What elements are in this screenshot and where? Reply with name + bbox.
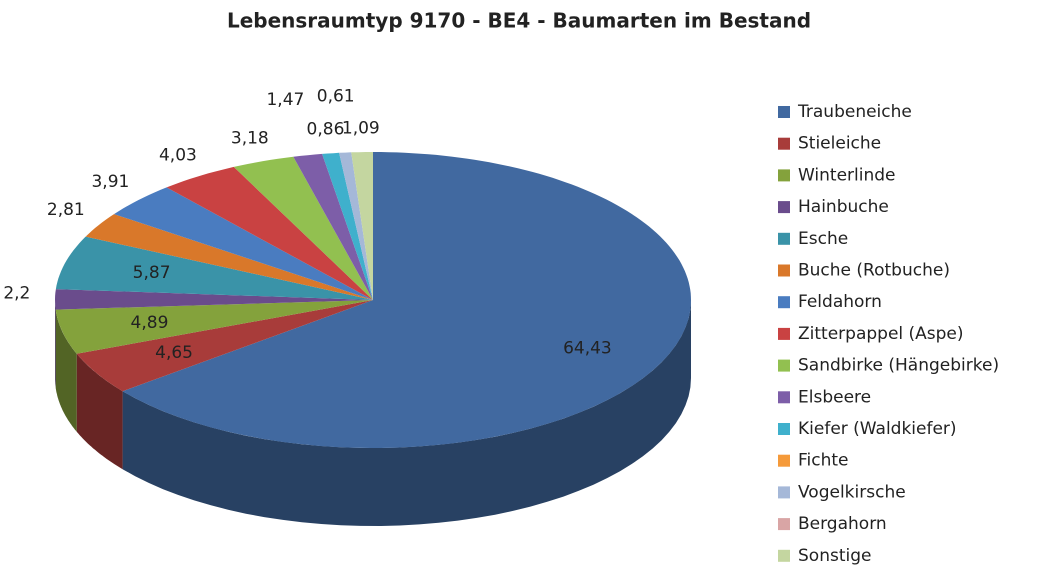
slice xyxy=(166,166,373,300)
legend-swatch xyxy=(778,137,790,150)
legend-swatch xyxy=(778,391,790,404)
legend-label: Esche xyxy=(798,229,848,249)
legend-swatch xyxy=(778,549,790,562)
legend-swatch xyxy=(778,486,790,499)
legend-swatch xyxy=(778,232,790,245)
chart-title: Lebensraumtyp 9170 - BE4 - Baumarten im … xyxy=(227,9,811,33)
legend-label: Vogelkirsche xyxy=(798,482,906,502)
data-label: 3,18 xyxy=(231,128,269,148)
slice xyxy=(322,152,373,300)
data-label: 2,2 xyxy=(3,283,30,303)
slice-side xyxy=(122,300,692,526)
data-label: 4,65 xyxy=(155,343,193,363)
data-label: 1,09 xyxy=(342,118,380,138)
slice xyxy=(55,300,373,354)
legend-swatch xyxy=(778,201,790,214)
slice xyxy=(351,152,373,300)
legend-swatch xyxy=(778,454,790,467)
legend-label: Winterlinde xyxy=(798,165,896,185)
data-label: 5,87 xyxy=(133,263,171,283)
data-label: 0,86 xyxy=(307,120,345,140)
legend-swatch xyxy=(778,106,790,118)
legend-swatch xyxy=(778,169,790,182)
legend-label: Feldahorn xyxy=(798,292,882,312)
legend-label: Sandbirke (Hängebirke) xyxy=(798,356,999,376)
legend-label: Bergahorn xyxy=(798,514,887,534)
slice-side xyxy=(55,300,56,388)
slice xyxy=(85,214,373,300)
data-label: 1,47 xyxy=(266,90,304,110)
slice xyxy=(114,187,373,300)
legend-label: Kiefer (Waldkiefer) xyxy=(798,419,957,439)
data-label: 64,43 xyxy=(563,339,612,359)
data-label: 2,81 xyxy=(47,200,85,220)
legend-swatch xyxy=(778,327,790,340)
data-label: 4,03 xyxy=(159,145,197,165)
legend-label: Fichte xyxy=(798,451,849,471)
legend-label: Traubeneiche xyxy=(797,102,912,122)
legend-swatch xyxy=(778,518,790,531)
data-label: 0,61 xyxy=(317,86,355,106)
data-label: 3,91 xyxy=(91,172,129,192)
slice xyxy=(233,156,373,300)
slice xyxy=(293,153,373,300)
slice-side xyxy=(55,309,77,432)
legend-label: Sonstige xyxy=(798,546,871,566)
slice xyxy=(339,152,373,300)
slice xyxy=(122,152,692,448)
slice xyxy=(55,289,373,310)
legend-swatch xyxy=(778,264,790,277)
slice-side xyxy=(76,353,123,470)
legend-label: Zitterpappel (Aspe) xyxy=(798,324,964,344)
data-label: 4,89 xyxy=(131,313,169,333)
legend-label: Elsbeere xyxy=(798,387,871,407)
legend-swatch xyxy=(778,423,790,435)
slice xyxy=(76,300,373,392)
legend-swatch xyxy=(778,359,790,372)
legend-label: Hainbuche xyxy=(798,197,889,217)
legend-swatch xyxy=(778,296,790,309)
slice xyxy=(55,236,374,300)
legend-label: Stieleiche xyxy=(798,134,881,154)
legend-label: Buche (Rotbuche) xyxy=(798,261,950,281)
